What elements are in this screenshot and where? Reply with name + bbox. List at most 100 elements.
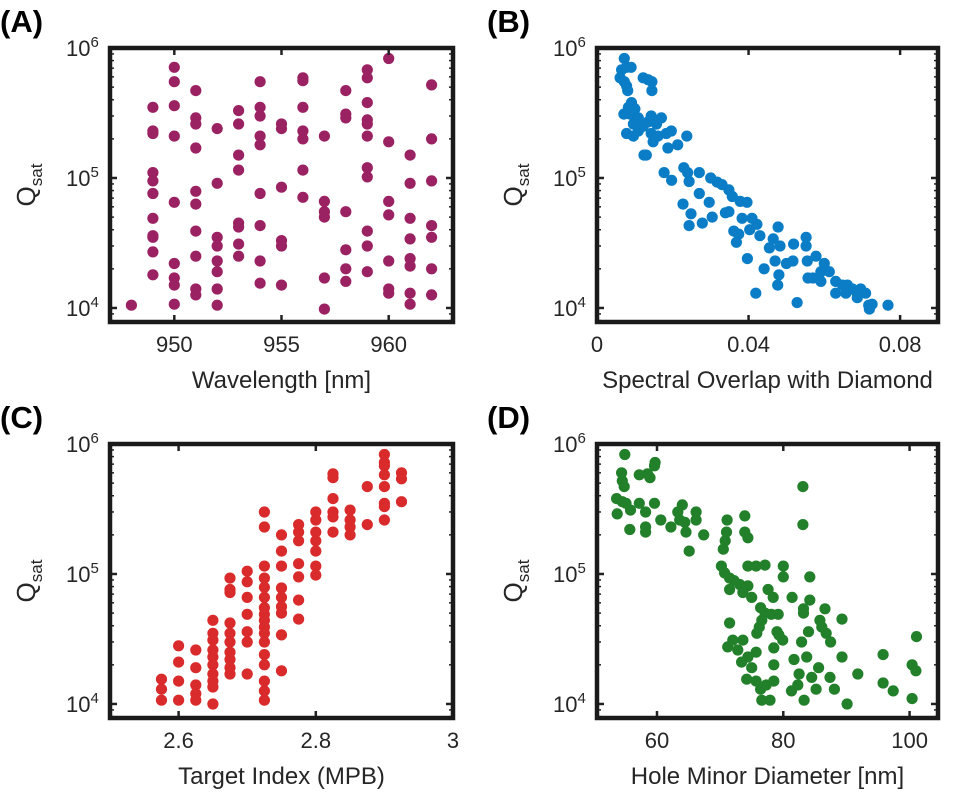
data-point [211, 231, 223, 243]
data-point [797, 481, 809, 493]
data-point [649, 456, 661, 469]
y-tick-label: 104 [553, 690, 586, 717]
data-point [815, 266, 827, 278]
x-tick-label: 0.08 [879, 332, 922, 357]
data-point [173, 694, 185, 706]
data-point [746, 591, 758, 604]
data-point [646, 85, 658, 97]
data-point [723, 206, 735, 218]
panel-label: (D) [487, 400, 530, 435]
data-point [327, 472, 339, 484]
data-point [254, 255, 266, 267]
y-tick-label: 104 [553, 294, 586, 321]
x-tick-label: 100 [891, 728, 928, 753]
data-point [275, 240, 288, 252]
y-tick-label: 105 [66, 560, 99, 587]
data-point [258, 591, 270, 604]
data-point [658, 167, 670, 179]
data-point [801, 255, 813, 267]
data-point [233, 164, 245, 176]
y-axis-label: Qsat [498, 559, 533, 602]
data-point [887, 685, 899, 697]
data-point [211, 266, 223, 278]
data-point [742, 651, 754, 663]
axes-box [594, 45, 941, 325]
data-point [777, 571, 789, 583]
data-point [618, 481, 630, 493]
data-point [258, 506, 270, 518]
data-point [378, 460, 390, 472]
data-point [173, 640, 185, 652]
data-point [640, 149, 652, 161]
data-point [758, 263, 770, 275]
data-point [804, 571, 816, 583]
data-point [746, 662, 758, 674]
data-point [173, 675, 185, 687]
x-tick-label: 60 [645, 728, 669, 753]
x-tick-label: 80 [771, 728, 795, 753]
data-point [724, 617, 736, 629]
data-point [665, 125, 677, 137]
data-point [224, 636, 236, 648]
data-point [258, 636, 270, 648]
data-point [147, 175, 159, 187]
data-point [190, 185, 202, 197]
data-point [633, 469, 645, 481]
y-axis-label: Qsat [498, 163, 533, 206]
y-tick-exponent: 5 [577, 164, 585, 181]
data-point [190, 679, 202, 691]
x-axis-label: Target Index (MPB) [178, 763, 385, 790]
data-point [737, 634, 749, 646]
data-point [241, 576, 253, 588]
data-point [851, 292, 863, 304]
data-point [361, 97, 373, 109]
data-point [207, 651, 219, 663]
data-point [383, 255, 395, 267]
data-point [293, 594, 305, 606]
data-point [361, 118, 373, 130]
data-point [804, 594, 816, 606]
data-point [810, 250, 822, 262]
data-point [327, 511, 339, 523]
y-tick-exponent: 5 [577, 560, 585, 577]
data-point [258, 675, 270, 687]
y-tick-exponent: 4 [577, 690, 585, 707]
y-tick-exponent: 6 [577, 34, 585, 51]
y-axis-label: Qsat [11, 163, 46, 206]
data-point [233, 238, 245, 250]
data-point [254, 139, 266, 151]
data-point [383, 287, 395, 299]
data-point [681, 130, 693, 142]
data-point [683, 545, 695, 557]
data-point [297, 125, 309, 137]
data-point [719, 535, 731, 547]
data-point [768, 675, 780, 687]
data-point [361, 225, 373, 237]
data-point [383, 52, 395, 65]
data-point [796, 636, 808, 648]
data-point [224, 668, 236, 680]
data-point [275, 529, 288, 541]
data-point [168, 100, 180, 112]
data-point [792, 679, 804, 691]
data-point [741, 253, 754, 265]
data-point [207, 634, 219, 646]
data-point [650, 118, 663, 130]
data-point [190, 289, 202, 301]
data-point [275, 582, 288, 594]
data-points [614, 52, 894, 315]
data-point [340, 206, 352, 218]
data-point [828, 683, 841, 695]
data-point [344, 504, 356, 516]
y-tick-base: 10 [66, 562, 90, 587]
y-tick-base: 10 [66, 432, 90, 457]
data-point [801, 651, 813, 663]
data-point [254, 220, 266, 232]
data-point [426, 133, 438, 145]
data-point [841, 698, 853, 710]
data-point [297, 164, 309, 176]
data-point [788, 238, 800, 250]
y-tick-base: 10 [66, 692, 90, 717]
data-point [404, 298, 416, 310]
data-point [798, 694, 810, 706]
